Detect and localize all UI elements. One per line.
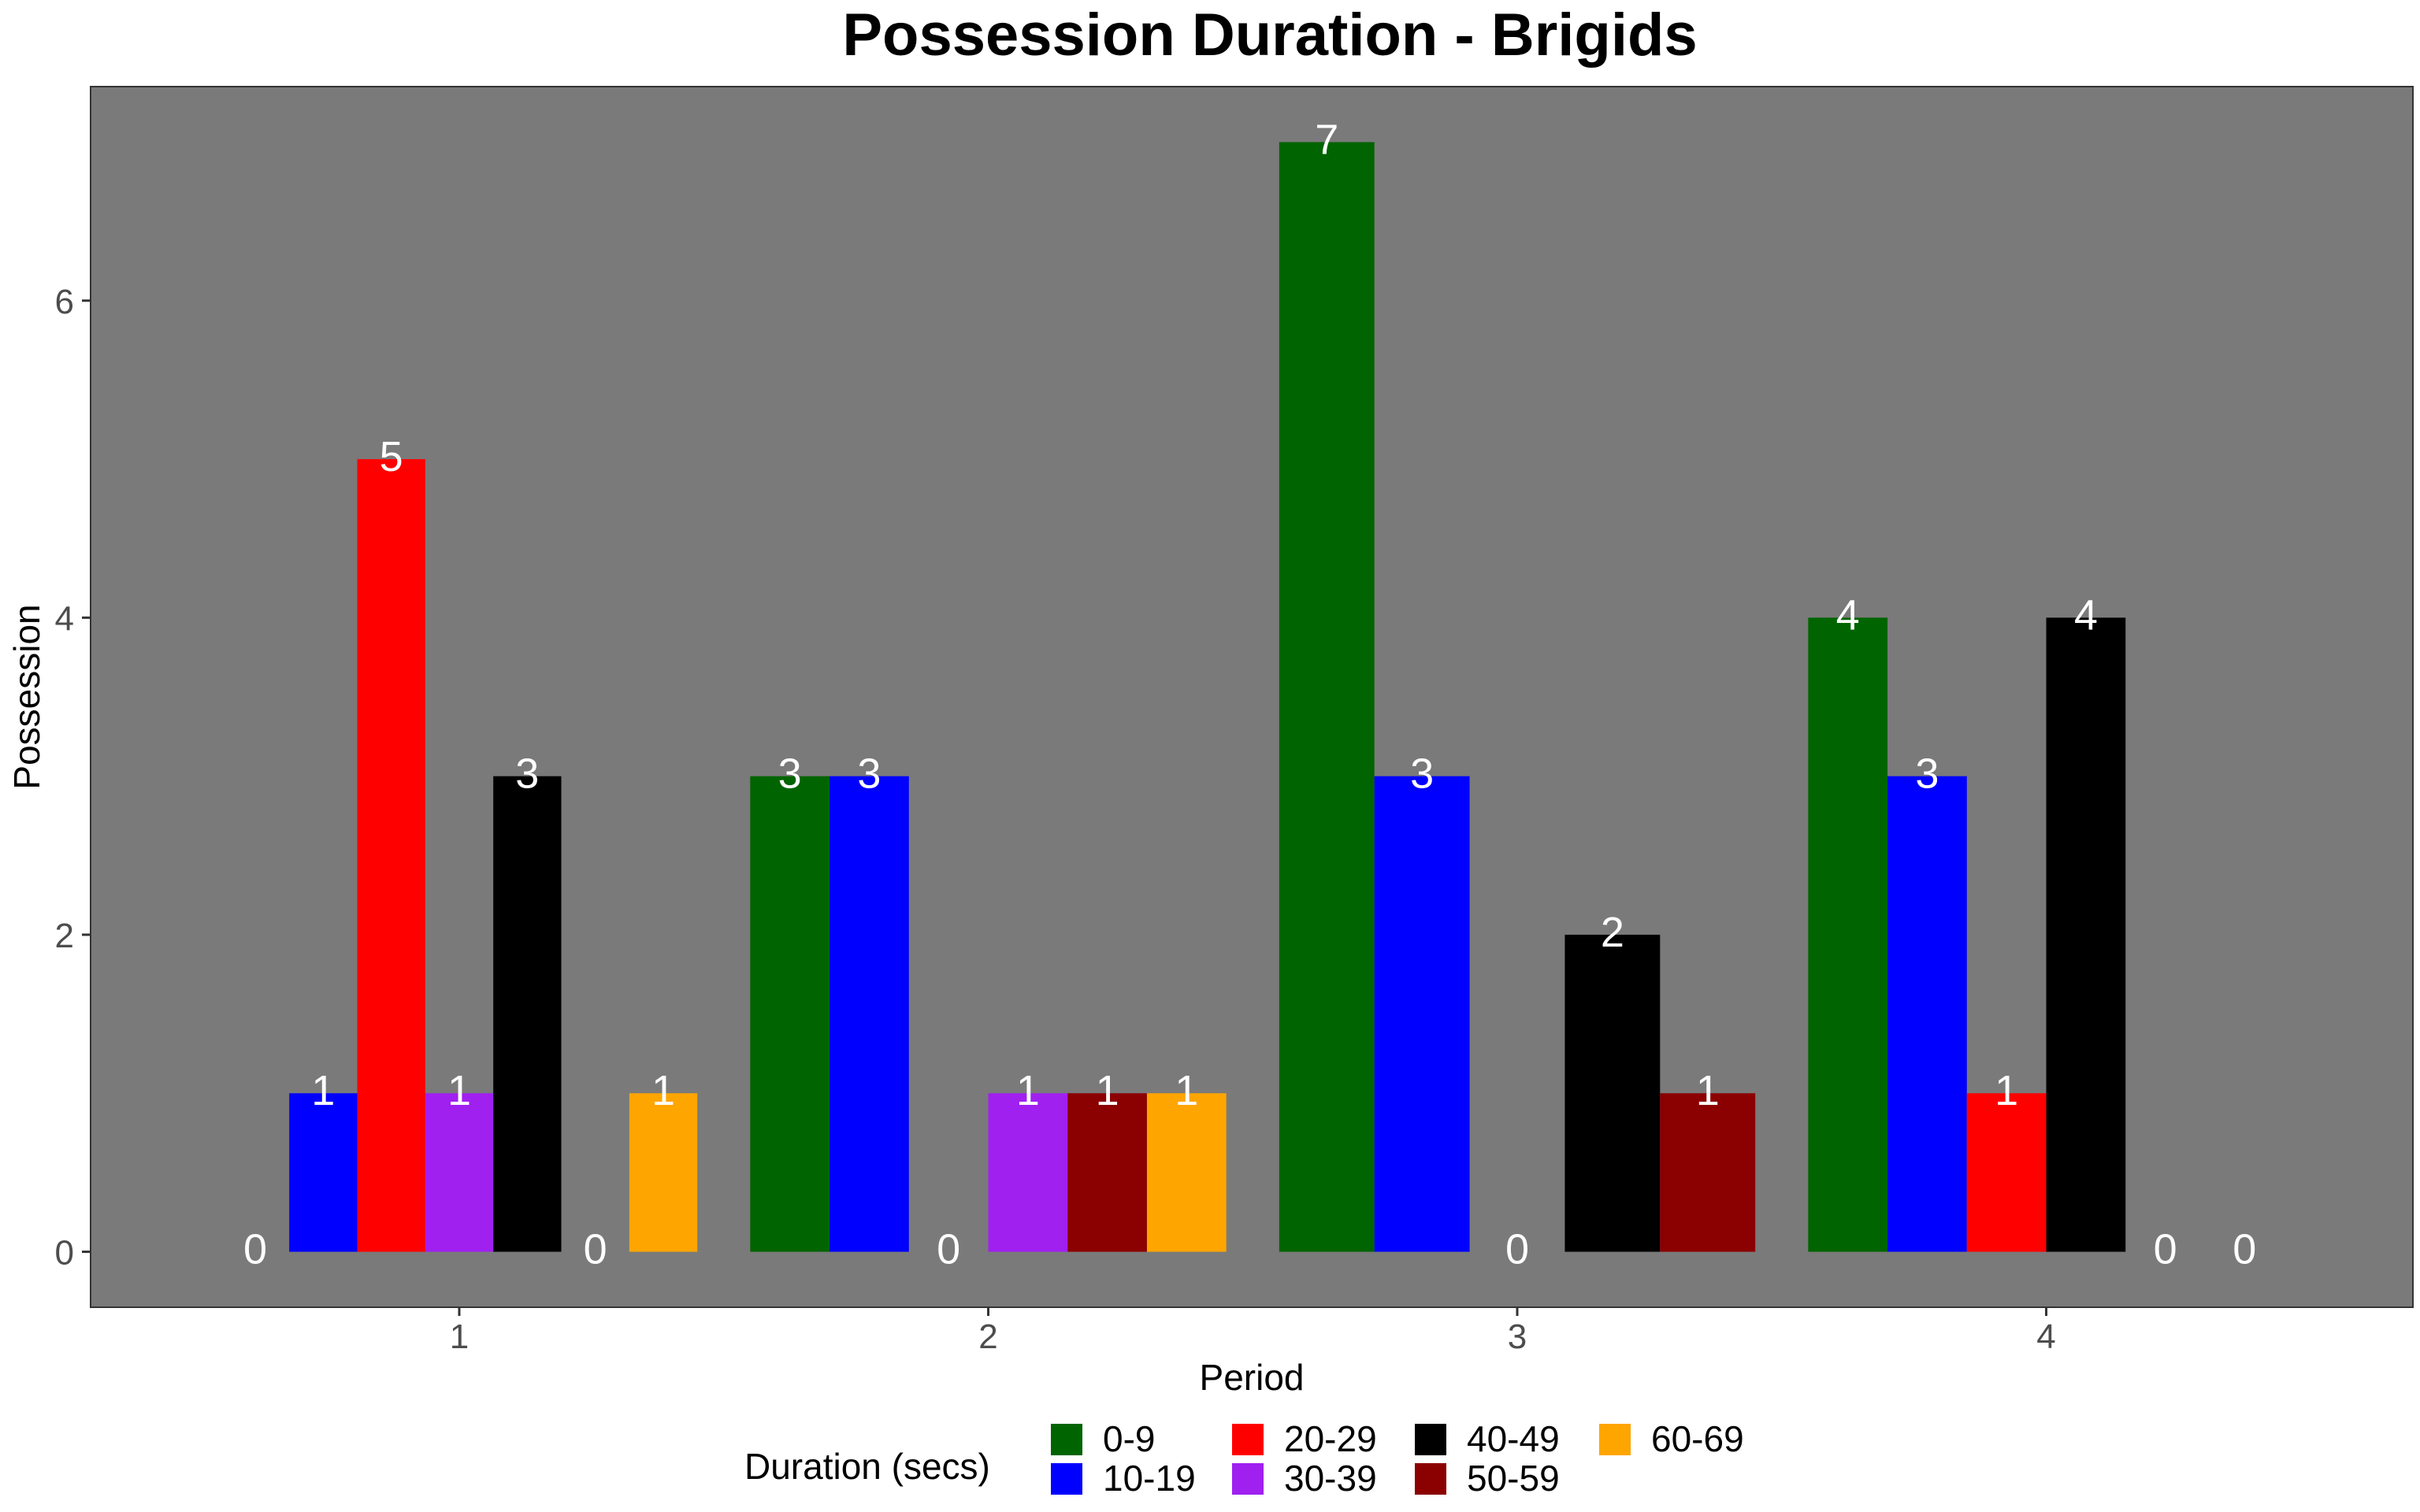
bar-value-label: 1 (1096, 1067, 1119, 1114)
bar-value-label: 0 (2154, 1226, 2177, 1273)
bar-value-label: 1 (311, 1067, 335, 1114)
bar-value-label: 0 (937, 1226, 960, 1273)
bar-value-label: 0 (584, 1226, 607, 1273)
y-tick-label: 6 (55, 283, 74, 321)
bar-period-4-10-19 (1887, 776, 1967, 1252)
bar-period-3-50-59 (1660, 1093, 1756, 1252)
legend-label: 10-19 (1103, 1458, 1196, 1499)
legend-label: 20-29 (1284, 1418, 1377, 1459)
bar-period-3-0-9 (1279, 142, 1375, 1252)
bar-period-2-10-19 (830, 776, 909, 1252)
bar-value-label: 2 (1601, 909, 1624, 956)
chart-title: Possession Duration - Brigids (842, 2, 1697, 69)
x-tick-label: 3 (1508, 1317, 1527, 1356)
bar-value-label: 3 (1915, 750, 1939, 798)
bar-period-1-60-69 (629, 1093, 698, 1252)
legend-title: Duration (secs) (744, 1446, 990, 1487)
bar-period-4-20-29 (1966, 1093, 2047, 1252)
bar-value-label: 0 (2233, 1226, 2256, 1273)
x-axis: 1 2 3 4 (450, 1307, 2056, 1356)
y-tick-label: 0 (55, 1234, 74, 1273)
bar-value-label: 4 (2074, 591, 2098, 639)
bar-value-label: 3 (515, 750, 539, 798)
legend-label: 60-69 (1651, 1418, 1744, 1459)
legend-key-0-9 (1051, 1424, 1082, 1455)
bar-value-label: 0 (1505, 1226, 1529, 1273)
y-tick-label: 2 (55, 917, 74, 955)
bar-value-label: 7 (1315, 116, 1338, 163)
legend-key-30-39 (1232, 1463, 1264, 1495)
legend-label: 40-49 (1467, 1418, 1560, 1459)
bar-value-label: 1 (1696, 1067, 1720, 1114)
bar-period-2-0-9 (750, 776, 830, 1252)
bar-value-label: 4 (1836, 591, 1860, 639)
x-tick-label: 4 (2036, 1317, 2055, 1356)
bar-period-2-30-39 (988, 1093, 1068, 1252)
bar-value-label: 3 (778, 750, 802, 798)
legend-key-50-59 (1415, 1463, 1446, 1495)
bar-value-label: 1 (651, 1067, 675, 1114)
bar-period-1-20-29 (357, 459, 425, 1252)
legend-label: 50-59 (1467, 1458, 1560, 1499)
y-axis-title: Possession (6, 604, 47, 789)
bars-layer (289, 142, 2126, 1252)
bar-period-4-0-9 (1808, 617, 1888, 1252)
x-tick-label: 1 (450, 1317, 469, 1356)
x-tick-label: 2 (978, 1317, 997, 1356)
bar-period-1-30-39 (425, 1093, 494, 1252)
bar-value-label: 0 (243, 1226, 267, 1273)
legend-key-10-19 (1051, 1463, 1082, 1495)
bar-period-2-50-59 (1067, 1093, 1147, 1252)
legend-label: 30-39 (1284, 1458, 1377, 1499)
bar-value-label: 3 (857, 750, 881, 798)
bar-period-4-40-49 (2046, 617, 2126, 1252)
legend-key-40-49 (1415, 1424, 1446, 1455)
bar-value-label: 1 (1175, 1067, 1198, 1114)
bar-value-label: 1 (1995, 1067, 2018, 1114)
bar-value-label: 3 (1410, 750, 1434, 798)
bar-period-3-40-49 (1564, 934, 1661, 1252)
bar-period-1-40-49 (493, 776, 562, 1252)
y-axis: 0 2 4 6 (55, 283, 91, 1273)
x-axis-title: Period (1200, 1357, 1305, 1398)
legend-key-60-69 (1599, 1424, 1631, 1455)
bar-period-3-10-19 (1374, 776, 1470, 1252)
legend-key-20-29 (1232, 1424, 1264, 1455)
legend-label: 0-9 (1103, 1418, 1155, 1459)
bar-period-1-10-19 (289, 1093, 358, 1252)
bar-value-label: 1 (447, 1067, 471, 1114)
bar-value-label: 5 (380, 433, 403, 480)
y-tick-label: 4 (55, 599, 74, 638)
bar-value-label: 1 (1016, 1067, 1040, 1114)
bar-period-2-60-69 (1146, 1093, 1227, 1252)
